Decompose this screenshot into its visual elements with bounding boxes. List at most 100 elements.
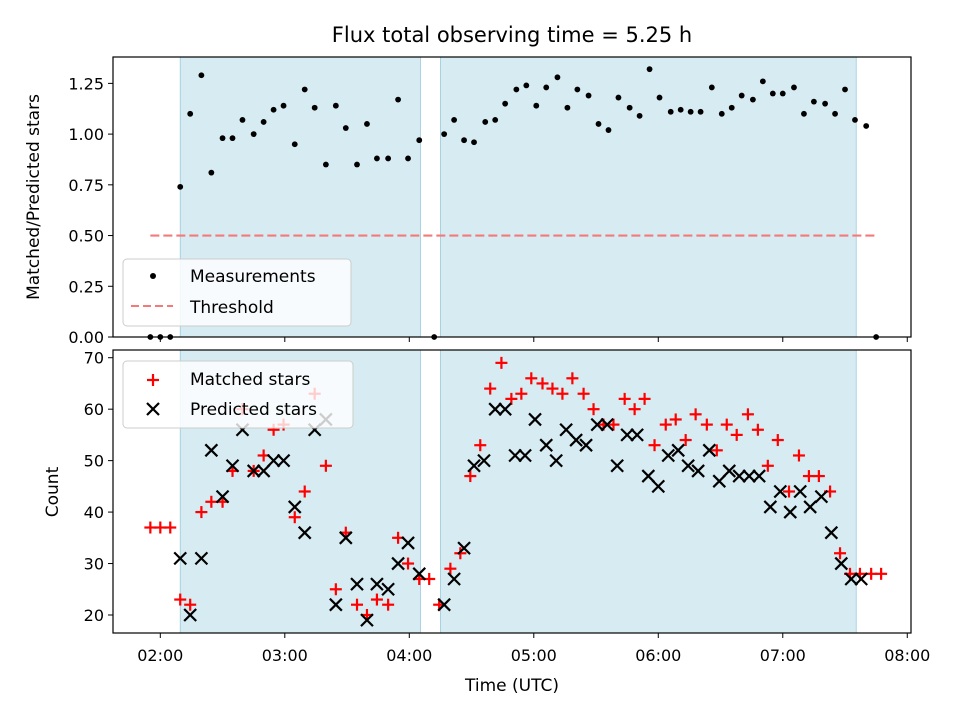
measurements-point — [291, 141, 298, 148]
matched-stars-point — [761, 459, 774, 472]
measurements-point — [239, 116, 246, 123]
matched-stars-point — [402, 557, 415, 570]
top-y-axis-label: Matched/Predicted stars — [24, 94, 44, 300]
x-tick-label: 02:00 — [137, 646, 183, 665]
measurements-point — [801, 110, 807, 117]
matched-stars-point — [319, 459, 332, 472]
measurements-legend-marker — [150, 273, 156, 279]
predicted-stars-point — [661, 448, 676, 463]
y-tick-label: 0.75 — [68, 176, 104, 195]
predicted-stars-point — [457, 541, 471, 555]
matched-stars-point — [288, 511, 301, 524]
predicted-stars-point — [691, 464, 705, 478]
predicted-stars-point — [824, 525, 839, 540]
predicted-stars-point — [579, 438, 593, 452]
measurements-point — [461, 137, 467, 144]
matched-stars-point — [566, 372, 579, 385]
measurements-point — [513, 86, 520, 93]
predicted-stars-point — [287, 500, 302, 514]
predicted-stars-legend-marker — [146, 402, 160, 416]
matched-stars-point — [720, 418, 733, 431]
predicted-stars-point — [600, 417, 615, 432]
predicted-stars-point — [266, 453, 281, 468]
predicted-stars-point — [183, 608, 197, 622]
matched-stars-point — [195, 506, 208, 519]
matched-stars-point — [587, 403, 600, 416]
measurements-point — [451, 116, 458, 123]
predicted-stars-point — [620, 428, 634, 442]
measurements-point — [229, 135, 236, 142]
predicted-stars-point — [225, 458, 240, 473]
measurements-point — [749, 96, 756, 103]
measurements-point — [646, 66, 653, 73]
predicted-stars-point — [854, 572, 868, 586]
matched-stars-point — [659, 418, 672, 431]
y-tick-label: 0.25 — [68, 277, 104, 296]
measurements-point — [595, 121, 602, 127]
top-plot-area — [147, 66, 880, 340]
matched-stars-point — [174, 593, 187, 606]
matched-stars-point — [184, 598, 197, 611]
measurements-point — [759, 78, 766, 85]
threshold-legend-label: Threshold — [189, 298, 274, 318]
predicted-stars-point — [204, 443, 219, 458]
predicted-stars-point — [671, 443, 685, 458]
y-tick-label: 1.00 — [68, 125, 104, 144]
matched-stars-point — [298, 485, 311, 498]
x-tick-label: 05:00 — [511, 646, 557, 665]
measurements-point — [615, 94, 622, 101]
measurements-point — [605, 127, 612, 133]
matched-stars-point — [669, 413, 682, 426]
matched-stars-point — [495, 356, 508, 369]
top-y-axis: 0.00 0.25 0.50 0.75 1.00 1.25 — [68, 74, 113, 347]
measurements-point — [842, 86, 848, 93]
measurements-point — [502, 100, 509, 107]
predicted-stars-point — [215, 489, 230, 504]
measurements-point — [677, 106, 684, 113]
measurements-point — [687, 108, 694, 115]
measurements-point — [208, 169, 215, 176]
measurements-point — [728, 104, 735, 111]
predicted-stars-point — [477, 453, 491, 468]
matched-stars-point — [484, 382, 497, 395]
predicted-stars-point — [539, 438, 554, 452]
predicted-stars-point — [467, 458, 481, 473]
measurements-point — [667, 108, 674, 115]
y-tick-label: 1.25 — [68, 74, 104, 93]
predicted-stars-point — [712, 474, 727, 488]
predicted-stars-point — [742, 469, 756, 483]
y-tick-label: 70 — [84, 349, 104, 368]
measurements-point — [564, 104, 571, 111]
measurements-point — [738, 92, 745, 99]
measurements-point — [832, 110, 838, 117]
predicted-stars-point — [488, 402, 502, 416]
predicted-stars-point — [763, 500, 778, 514]
measurements-point — [441, 131, 448, 138]
measurements-point — [492, 116, 499, 123]
predicted-stars-point — [793, 484, 807, 499]
measurements-point — [543, 84, 550, 91]
bottom-legend: Matched stars Predicted stars — [122, 360, 354, 429]
matched-stars-point — [370, 593, 383, 606]
matched-stars-point — [741, 408, 754, 421]
matched-stars-point — [628, 403, 641, 416]
measurements-point — [656, 94, 663, 101]
top-shaded-intervals — [179, 56, 857, 338]
y-tick-label: 30 — [84, 555, 104, 574]
matched-stars-point — [679, 434, 692, 447]
y-tick-label: 0.50 — [68, 227, 104, 246]
top-legend-box — [122, 258, 352, 327]
matched-stars-point — [329, 583, 342, 596]
predicted-stars-point — [651, 479, 666, 494]
measurements-point — [791, 84, 797, 91]
matched-stars-point — [618, 392, 631, 405]
measurements-point — [322, 161, 329, 168]
measurements-point — [260, 119, 267, 125]
matched-stars-legend-label: Matched stars — [190, 370, 310, 390]
predicted-stars-point — [297, 525, 312, 540]
measurements-point — [198, 72, 205, 79]
matched-stars-point — [751, 423, 764, 436]
measurements-point — [863, 123, 870, 129]
matched-stars-point — [351, 598, 364, 611]
